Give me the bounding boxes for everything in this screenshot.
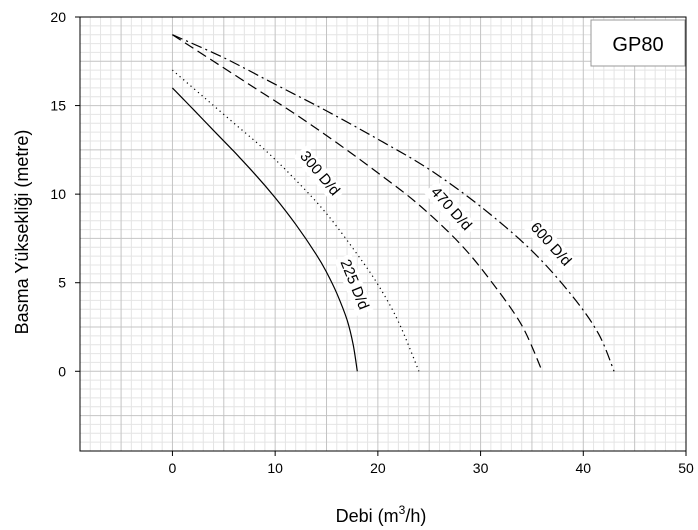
y-tick-label: 15	[50, 98, 66, 114]
chart-title: GP80	[612, 34, 663, 56]
x-axis-label-tail: /h)	[405, 506, 426, 526]
x-axis-label-superscript: 3	[399, 503, 406, 517]
title-box-frame	[590, 19, 686, 67]
y-tick-label: 5	[58, 275, 66, 291]
curve-series-3	[172, 34, 543, 372]
x-tick-label: 10	[267, 460, 283, 476]
x-tick-label: 0	[169, 460, 177, 476]
curve-series-2	[172, 69, 420, 372]
x-tick-label: 50	[678, 460, 694, 476]
curve-series-1	[171, 87, 358, 372]
x-tick-label: 30	[473, 460, 489, 476]
y-tick-label: 0	[58, 363, 66, 379]
curve-label-background	[334, 253, 374, 316]
y-tick-label: 10	[50, 186, 66, 202]
x-axis-label-main: Debi (m	[336, 506, 399, 526]
x-axis-label: Debi (m3/h)	[336, 503, 427, 526]
y-tick-label: 20	[50, 9, 66, 25]
x-tick-label: 40	[575, 460, 591, 476]
plot-frame	[79, 16, 687, 452]
minor-grid	[79, 17, 686, 452]
curve-label-background	[523, 216, 578, 273]
curve-label-background	[293, 145, 346, 203]
y-axis-label: Basma Yüksekliği (metre)	[12, 130, 32, 335]
title-box: GP80	[590, 19, 686, 67]
x-tick-label: 20	[370, 460, 386, 476]
axis-ticks: 0 10 20 30 40 50 0 5 10 15 20	[50, 9, 694, 476]
curve-label-background	[423, 180, 478, 238]
curves	[171, 34, 615, 372]
